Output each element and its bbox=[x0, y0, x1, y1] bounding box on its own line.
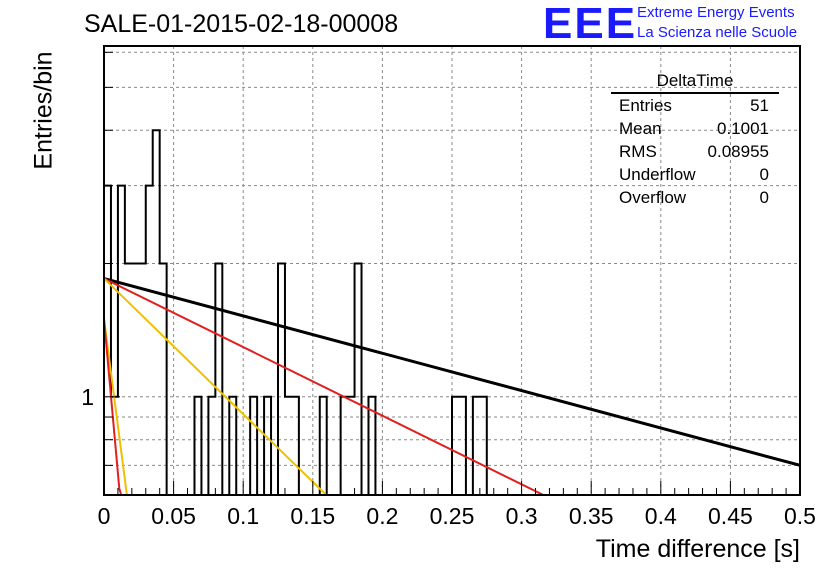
fit-line bbox=[104, 318, 123, 495]
fit-line bbox=[104, 277, 800, 467]
fit-line bbox=[104, 277, 328, 495]
y-tick-label: 1 bbox=[81, 384, 94, 410]
stats-row-rms: RMS 0.08955 bbox=[611, 140, 779, 163]
stats-row-overflow: Overflow 0 bbox=[611, 186, 779, 209]
x-tick-label: 0.05 bbox=[151, 503, 196, 529]
stats-row-entries: Entries 51 bbox=[611, 94, 779, 117]
x-tick-label: 0.4 bbox=[645, 503, 677, 529]
x-tick-label: 0.1 bbox=[227, 503, 259, 529]
stats-label: Mean bbox=[619, 119, 662, 138]
logo-subtitle-1: Extreme Energy Events bbox=[637, 4, 795, 21]
stats-box: DeltaTime Entries 51 Mean 0.1001 RMS 0.0… bbox=[611, 70, 779, 209]
stats-value: 0.08955 bbox=[707, 142, 769, 161]
fit-line bbox=[104, 277, 546, 495]
eee-logo: EEE bbox=[543, 0, 638, 48]
stats-value: 0 bbox=[759, 165, 769, 184]
histogram-outline bbox=[104, 129, 800, 495]
stats-label: Entries bbox=[619, 96, 672, 115]
stats-row-underflow: Underflow 0 bbox=[611, 163, 779, 186]
y-axis-label: Entries/bin bbox=[29, 51, 58, 170]
stats-value: 51 bbox=[750, 96, 769, 115]
logo-subtitle-2: La Scienza nelle Scuole bbox=[637, 24, 798, 41]
stats-label: Underflow bbox=[619, 165, 696, 184]
x-axis-label: Time difference [s] bbox=[595, 535, 800, 563]
x-tick-label: 0.45 bbox=[708, 503, 753, 529]
chart-title: SALE-01-2015-02-18-00008 bbox=[84, 10, 399, 38]
stats-row-mean: Mean 0.1001 bbox=[611, 117, 779, 140]
x-tick-label: 0.25 bbox=[430, 503, 475, 529]
x-tick-label: 0.2 bbox=[366, 503, 398, 529]
stats-title: DeltaTime bbox=[611, 70, 779, 94]
stats-label: Overflow bbox=[619, 188, 687, 207]
stats-label: RMS bbox=[619, 142, 657, 161]
x-tick-label: 0.3 bbox=[506, 503, 538, 529]
x-tick-label: 0.35 bbox=[569, 503, 614, 529]
stats-value: 0 bbox=[759, 188, 769, 207]
stats-value: 0.1001 bbox=[717, 119, 769, 138]
x-tick-label: 0 bbox=[98, 503, 111, 529]
x-tick-label: 0.5 bbox=[784, 503, 816, 529]
fit-line bbox=[104, 318, 128, 495]
x-tick-label: 0.15 bbox=[290, 503, 335, 529]
